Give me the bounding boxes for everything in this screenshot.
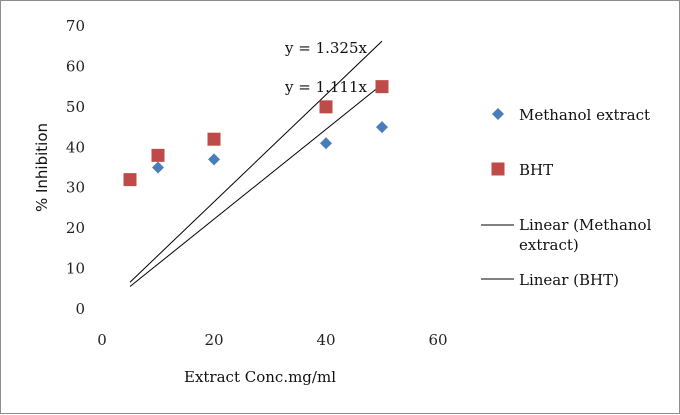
data-point-bht: [207, 132, 221, 146]
y-tick-label: 40: [66, 138, 85, 156]
legend: Methanol extract BHT Linear (Methanol extra…: [481, 106, 652, 289]
data-point-bht: [151, 148, 165, 162]
y-tick-label: 20: [66, 219, 85, 237]
x-tick-label: 20: [204, 331, 223, 349]
legend-marker-methanol: [492, 108, 504, 120]
y-axis-title: % Inhibition: [33, 123, 51, 212]
legend-label-methanol: Methanol extract: [519, 106, 650, 124]
trendline-equation-bht: y = 1.325x: [284, 39, 368, 57]
trendline-methanol: [129, 84, 383, 287]
data-point-methanol: [320, 137, 332, 150]
trendline-bht: [129, 40, 383, 283]
data-point-bht: [123, 173, 137, 187]
y-tick-label: 30: [66, 179, 85, 197]
legend-marker-bht: [491, 162, 505, 176]
y-tick-label: 50: [66, 98, 85, 116]
plot-area: 0 10 20 30 40 50 60 70 0 20 40 60 Extract Conc.mg/ml…: [33, 17, 448, 386]
data-point-methanol: [152, 161, 164, 174]
y-tick-label: 10: [66, 260, 85, 278]
data-point-bht: [375, 80, 389, 94]
x-axis-title: Extract Conc.mg/ml: [184, 368, 336, 386]
y-tick-label: 0: [75, 300, 85, 318]
data-point-methanol: [376, 121, 388, 134]
y-tick-label: 70: [66, 17, 85, 35]
x-tick-label: 60: [428, 331, 447, 349]
data-point-bht: [319, 100, 333, 114]
legend-label-linear-bht: Linear (BHT): [519, 271, 619, 289]
y-tick-label: 60: [66, 57, 85, 75]
data-point-methanol: [208, 153, 220, 166]
x-tick-label: 0: [97, 331, 107, 349]
legend-label-bht: BHT: [519, 161, 553, 179]
legend-label-linear-methanol: Linear (Methanol extract): [519, 216, 652, 254]
trendline-equation-methanol: y = 1.111x: [284, 78, 368, 96]
x-tick-label: 40: [316, 331, 335, 349]
